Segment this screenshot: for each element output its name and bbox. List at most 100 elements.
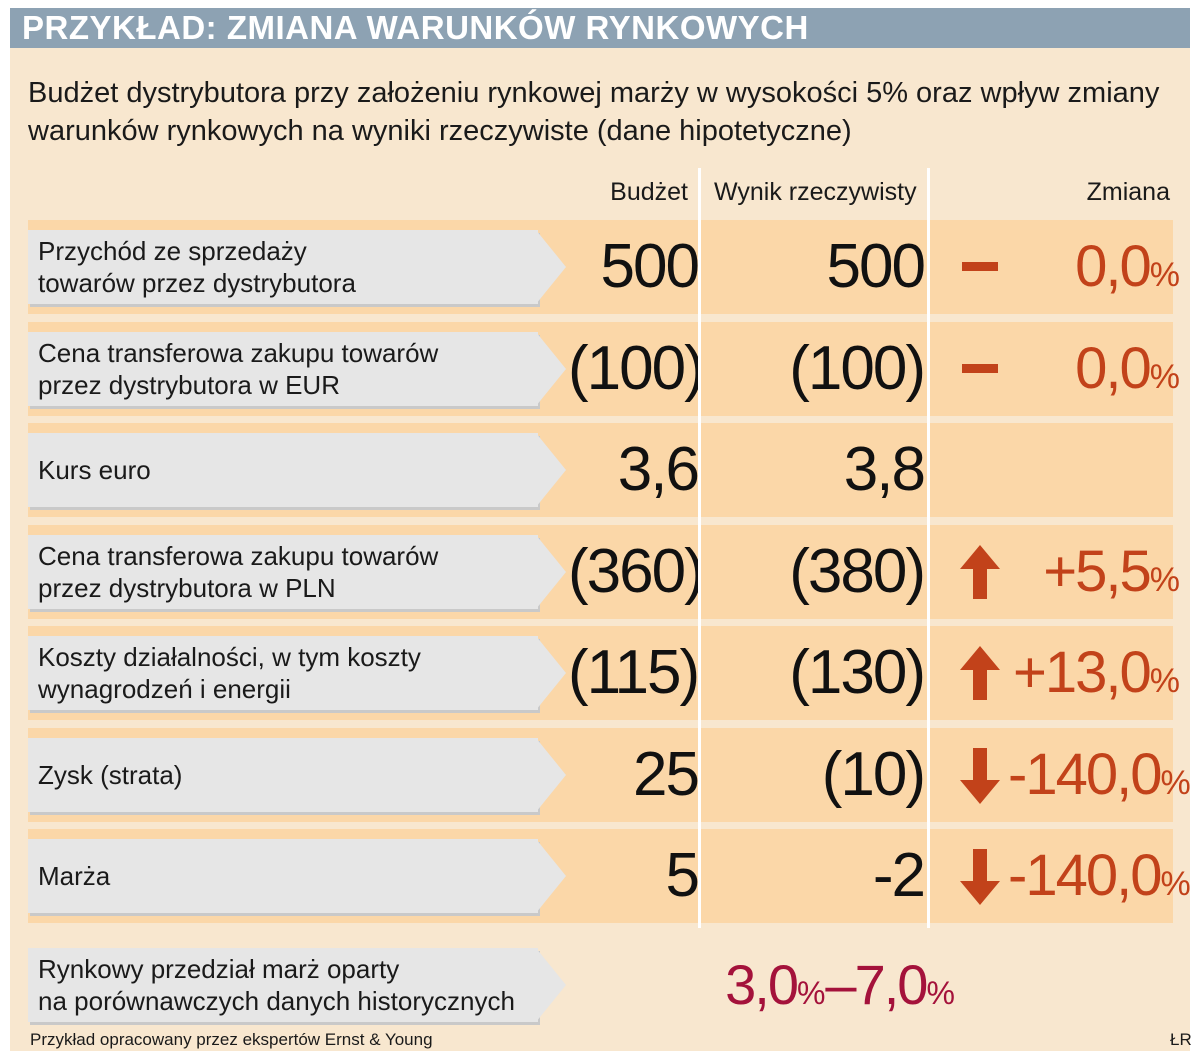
zmiana-value: +5,5%: [1008, 525, 1180, 619]
row-label-line-1: Cena transferowa zakupu towarów: [38, 337, 439, 368]
row-label-tip: [536, 636, 566, 710]
row-label-box: [28, 230, 538, 304]
source-note: Przykład opracowany przez ekspertów Erns…: [30, 1030, 433, 1049]
row-label: Przychód ze sprzedaży towarów przez dystr…: [38, 230, 538, 304]
column-header-zmiana: Zmiana: [1086, 178, 1170, 206]
range-label-line-1: Rynkowy przedział marż oparty: [38, 954, 400, 984]
row-label: Kurs euro: [38, 433, 538, 507]
subtitle: Budżet dystrybutora przy założeniu rynko…: [28, 74, 1168, 150]
arrow-down-icon: [956, 829, 1006, 923]
budzet-value: 5: [665, 841, 700, 910]
zmiana-unit: %: [1160, 865, 1191, 903]
arrow-up-icon: [956, 626, 1006, 720]
table-row: Cena transferowa zakupu towarów przez dys…: [28, 321, 1180, 416]
zmiana-value: 0,0%: [1008, 220, 1180, 314]
budzet-value: (360): [568, 536, 705, 606]
row-label-box: [28, 433, 538, 507]
zmiana-unit: %: [1149, 256, 1180, 294]
row-label-tip: [536, 230, 566, 304]
range-label-box: [28, 948, 538, 1022]
dash-icon: [956, 322, 1006, 416]
range-low: 3,0: [725, 953, 799, 1016]
wynik-value: 500: [826, 232, 926, 301]
column-header-budzet: Budżet: [610, 178, 688, 206]
subtitle-line-2: warunków rynkowych na wyniki rzeczywiste…: [28, 115, 852, 147]
zmiana-unit: %: [1160, 763, 1191, 802]
range-label-line-2: na porównawczych danych historycznych: [38, 986, 515, 1016]
row-label-box: [28, 534, 538, 609]
budzet-value: 3,6: [617, 435, 700, 504]
row-label-box: [28, 636, 538, 710]
row-label-line-2: wynagrodzeń i energii: [38, 674, 291, 704]
wynik-value: 3,8: [843, 435, 926, 504]
table-row: Marża 5 -2 -140,0%: [28, 829, 1191, 923]
arrow-up-icon: [956, 525, 1006, 619]
table-row: Przychód ze sprzedaży towarów przez dystr…: [28, 220, 1180, 314]
zmiana-value: +13,0%: [1008, 626, 1180, 720]
table-row: Cena transferowa zakupu towarów przez dys…: [28, 524, 1180, 619]
row-label: Zysk (strata): [38, 738, 538, 812]
row-label-tip: [536, 433, 566, 507]
row-label-tip: [536, 839, 566, 913]
row-label: Cena transferowa zakupu towarów przez dys…: [38, 535, 538, 609]
row-label-line-2: przez dystrybutora w EUR: [38, 369, 340, 400]
row-label-box: [28, 331, 538, 406]
row-label-tip: [536, 737, 566, 812]
column-separator: [698, 168, 701, 928]
zmiana-unit: %: [1149, 560, 1180, 599]
column-header-wynik: Wynik rzeczywisty: [714, 178, 917, 206]
wynik-value: (130): [789, 638, 926, 707]
row-label-tip: [536, 534, 566, 609]
range-row: Rynkowy przedział marż oparty na porówna…: [28, 938, 1173, 1032]
row-label-tip: [536, 331, 566, 406]
wynik-value: (100): [789, 333, 926, 403]
range-label: Rynkowy przedział marż oparty na porówna…: [38, 948, 538, 1022]
zmiana-number: +5,5: [1043, 538, 1151, 604]
row-label-line-2: przez dystrybutora w PLN: [38, 572, 336, 603]
row-label-box: [28, 737, 538, 812]
row-label-line-1: Kurs euro: [38, 455, 151, 485]
zmiana-value: -140,0%: [1008, 829, 1191, 923]
table-row: Koszty działalności, w tym koszty wynagro…: [28, 626, 1180, 720]
row-label-line-1: Przychód ze sprzedaży: [38, 236, 307, 266]
row-label: Marża: [38, 839, 538, 913]
zmiana-number: -140,0: [1008, 843, 1162, 908]
budzet-value: (100): [568, 333, 705, 403]
range-value: 3,0%–7,0%: [710, 938, 970, 1032]
wynik-value: -2: [872, 841, 926, 910]
arrow-down-icon: [956, 728, 1006, 822]
range-separator: –: [825, 953, 856, 1016]
table-row: Kurs euro 3,6 3,8: [28, 423, 1173, 517]
range-label-tip: [536, 948, 566, 1022]
table-row: Zysk (strata) 25 (10) -140,0%: [28, 727, 1191, 822]
zmiana-unit: %: [1149, 662, 1180, 700]
row-label-line-1: Zysk (strata): [38, 759, 183, 790]
subtitle-line-1: Budżet dystrybutora przy założeniu rynko…: [28, 77, 1160, 109]
zmiana-number: 0,0: [1075, 335, 1152, 401]
column-separator: [927, 168, 930, 928]
budzet-value: 500: [600, 232, 700, 301]
wynik-value: (10): [821, 739, 926, 809]
infographic-frame: PRZYKŁAD: ZMIANA WARUNKÓW RYNKOWYCH Budż…: [10, 8, 1192, 1051]
wynik-value: (380): [789, 536, 926, 606]
row-label-line-1: Cena transferowa zakupu towarów: [38, 540, 439, 571]
zmiana-value: -140,0%: [1008, 728, 1191, 822]
range-high-unit: %: [926, 975, 955, 1011]
author-initials: ŁR: [1170, 1030, 1192, 1049]
row-label-line-1: Koszty działalności, w tym koszty: [38, 642, 421, 672]
zmiana-value: 0,0%: [1008, 322, 1180, 416]
row-label: Koszty działalności, w tym koszty wynagro…: [38, 636, 538, 710]
row-label: Cena transferowa zakupu towarów przez dys…: [38, 332, 538, 406]
title-bar: PRZYKŁAD: ZMIANA WARUNKÓW RYNKOWYCH: [10, 8, 1190, 48]
row-label-box: [28, 839, 538, 913]
zmiana-number: 0,0: [1075, 234, 1152, 299]
budzet-value: (115): [568, 638, 700, 707]
range-low-unit: %: [796, 975, 826, 1011]
dash-icon: [956, 220, 1006, 314]
zmiana-unit: %: [1149, 357, 1180, 396]
zmiana-number: +13,0: [1013, 640, 1152, 705]
row-label-line-1: Marża: [38, 861, 111, 891]
row-label-line-2: towarów przez dystrybutora: [38, 268, 356, 298]
zmiana-number: -140,0: [1008, 741, 1162, 807]
range-high: 7,0: [854, 953, 929, 1016]
